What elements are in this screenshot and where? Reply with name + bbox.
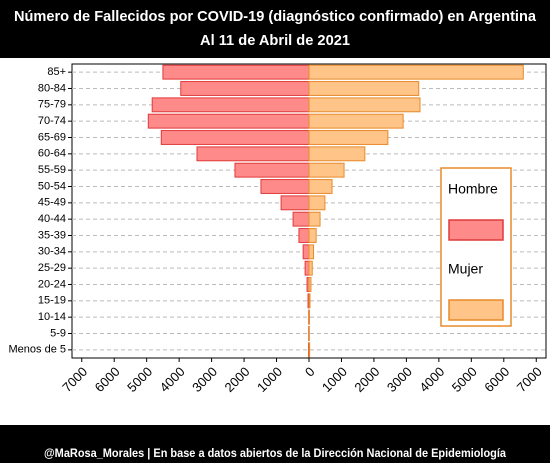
bar bbox=[197, 147, 309, 161]
bar bbox=[235, 163, 309, 177]
bar bbox=[309, 196, 325, 210]
legend-swatch bbox=[449, 220, 503, 240]
y-tick-label: 10-14 bbox=[38, 311, 66, 323]
chart-title: Número de Fallecidos por COVID-19 (diagn… bbox=[14, 8, 537, 25]
y-tick-label: 5-9 bbox=[50, 327, 66, 339]
bar bbox=[309, 229, 316, 243]
y-tick-label: 25-29 bbox=[38, 262, 66, 274]
bar bbox=[281, 196, 309, 210]
y-tick-label: 85+ bbox=[47, 66, 66, 78]
y-tick-label: 60-64 bbox=[38, 148, 66, 160]
y-tick-label: 20-24 bbox=[38, 278, 66, 290]
bar bbox=[309, 147, 365, 161]
bar bbox=[163, 65, 309, 79]
bar bbox=[309, 343, 310, 357]
y-tick-label: 65-69 bbox=[38, 131, 66, 143]
y-tick-label: 40-44 bbox=[38, 213, 66, 225]
legend-label: Hombre bbox=[448, 181, 498, 197]
y-tick-label: Menos de 5 bbox=[9, 344, 66, 356]
bar bbox=[309, 245, 314, 259]
bar bbox=[309, 98, 420, 112]
bar bbox=[161, 131, 309, 145]
y-tick-label: 30-34 bbox=[38, 246, 66, 258]
bar bbox=[309, 131, 388, 145]
bar bbox=[309, 114, 403, 128]
y-tick-label: 15-19 bbox=[38, 295, 66, 307]
bar bbox=[305, 261, 309, 275]
bar bbox=[148, 114, 309, 128]
bar bbox=[261, 180, 309, 194]
bar bbox=[309, 82, 419, 96]
bar bbox=[309, 261, 312, 275]
bar bbox=[309, 212, 320, 226]
y-tick-label: 80-84 bbox=[38, 82, 66, 94]
bar bbox=[309, 65, 523, 79]
bar bbox=[299, 229, 309, 243]
legend-swatch bbox=[449, 300, 503, 320]
bar bbox=[181, 82, 309, 96]
y-tick-label: 70-74 bbox=[38, 115, 66, 127]
bar bbox=[152, 98, 309, 112]
y-tick-label: 45-49 bbox=[38, 197, 66, 209]
chart-subtitle: Al 11 de Abril de 2021 bbox=[200, 32, 350, 49]
bar bbox=[309, 294, 310, 308]
bar bbox=[309, 278, 311, 292]
y-tick-label: 35-39 bbox=[38, 229, 66, 241]
y-tick-label: 75-79 bbox=[38, 99, 66, 111]
legend-label: Mujer bbox=[448, 261, 483, 277]
bar bbox=[309, 163, 344, 177]
caption: @MaRosa_Morales | En base a datos abiert… bbox=[44, 446, 506, 460]
bar bbox=[293, 212, 309, 226]
y-tick-label: 50-54 bbox=[38, 180, 66, 192]
y-tick-label: 55-59 bbox=[38, 164, 66, 176]
bar bbox=[303, 245, 309, 259]
bar bbox=[309, 180, 332, 194]
